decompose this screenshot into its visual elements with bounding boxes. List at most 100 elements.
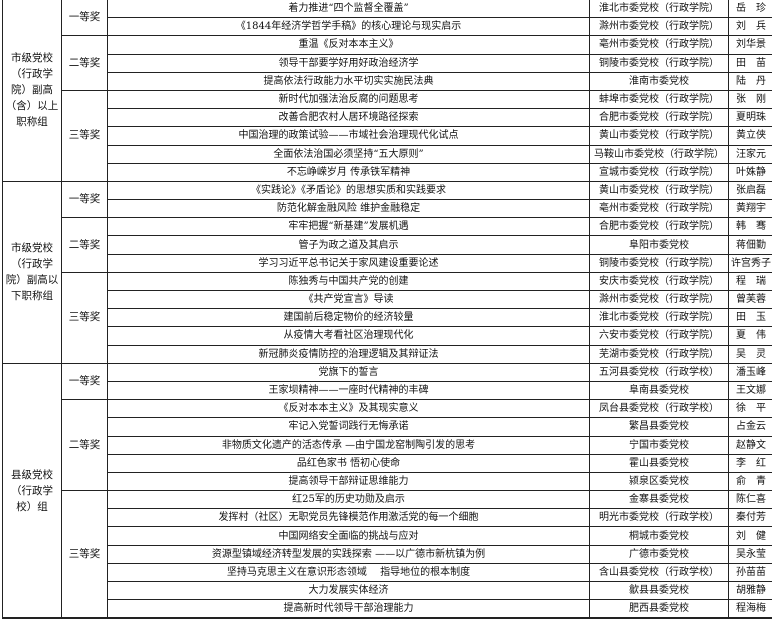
table-row: 领导干部要学好用好政治经济学 铜陵市委党校（行政学院）田 苗 [3,53,772,73]
paper-title: 中国网络安全面临的挑战与应对 [107,526,590,546]
paper-title: 非物质文化遗产的活态传承 —由宁国龙窑制陶引发的思考 [107,435,590,455]
paper-title: 提高新时代领导干部治理能力 [107,599,590,619]
school-name: 金寨县委党校 [589,490,729,510]
author-name: 孙苗苗 [728,562,772,583]
table-row: 二等奖 重温《反对本本主义》 亳州市委党校（行政学院） 刘华景 [3,35,772,91]
award-level: 一等奖 [61,180,108,219]
paper-title: 新冠肺炎疫情防控的治理逻辑及其辩证法 [107,344,590,364]
table-row: 中国网络安全面临的挑战与应对 桐城市委党校刘 健 [3,526,772,546]
table-row: 市级党校（行政学院）副高以下职称组 一等奖 《实践论》《矛盾论》的思想实质和实践要求… [2,180,772,364]
author-name: 刘 健 [728,526,772,546]
paper-title: 提高依法行政能力水平切实实施民法典 [107,71,590,91]
author-name: 韩 骞 [728,217,772,237]
author-name: 夏明珠 [728,108,772,128]
school-name: 颍泉区委党校 [589,471,729,492]
award-level: 二等奖 [61,35,108,91]
table-row: 三等奖 红25军的历史功勋及启示 金寨县委党校 陈仁喜 [3,490,772,619]
school-name: 淮北市委党校（行政学院） [589,0,729,19]
author-name: 张启磊 [728,180,772,201]
school-name: 五河县委党校（行政学校） [589,362,729,382]
table-row: 学习习近平总书记关于家风建设重要论述 铜陵市委党校（行政学院） 许宫秀子 [3,253,772,273]
school-name: 宁国市委党校 [589,435,729,455]
school-name: 芜湖市委党校（行政学院） [589,344,729,364]
author-name: 胡雅静 [728,580,772,601]
school-name: 肥西县委党校 [589,599,729,619]
award-level: 一等奖 [61,0,108,37]
paper-title: 重温《反对本本主义》 [107,35,590,55]
paper-title: 陈独秀与中国共产党的创建 [107,271,590,292]
school-name: 阜阳市委党校 [589,235,729,255]
author-name: 程海梅 [728,599,772,619]
award-level: 二等奖 [61,399,108,492]
paper-title: 《反对本本主义》及其现实意义 [107,399,590,419]
table-row: 牢记入党誓词践行无悔承诺 繁昌县委党校 占金云 [3,417,772,437]
author-name: 陆 丹 [728,71,772,91]
table-row: 防范化解金融风险 维护金融稳定 亳州市委党校（行政学院） 黄翔宇 [3,199,772,219]
school-name: 淮北市委党校（行政学院） [589,308,729,328]
table-row: 王家坝精神——一座时代精神的丰碑 阜南县委党校 王文娜 [3,380,772,401]
paper-title: 红25军的历史功勋及启示 [107,490,590,510]
table-row: 提高领导干部辩证思维能力 颍泉区委党校俞 青 [3,471,772,492]
school-name: 繁昌县委党校 [589,417,729,437]
author-name: 赵静文 [728,435,772,455]
author-name: 夏 伟 [728,326,772,346]
table-row: 全面依法治国必须坚持“五大原则” 马鞍山市委党校（行政学院） 汪家元 [3,144,772,164]
author-name: 黄立侠 [728,126,772,146]
paper-title: 品红色家书 悟初心使命 [107,453,590,473]
paper-title: 全面依法治国必须坚持“五大原则” [107,144,590,164]
table-row: 发挥村（社区）无职党员先锋模范作用激活党的每一个细胞 明光市委党校（行政学校） 秦付… [3,508,772,528]
school-name: 亳州市委党校（行政学院） [589,199,729,219]
author-name: 吴 灵 [728,344,772,364]
table-row: 建国前后稳定物价的经济较量 淮北市委党校（行政学院）田 玉 [3,308,772,328]
award-level: 三等奖 [61,490,108,619]
paper-title: 着力推进“四个监督全覆盖” [107,0,590,19]
paper-title: 大力发展实体经济 [107,580,590,601]
school-name: 淮南市委党校 [589,71,729,91]
author-name: 刘华景 [728,35,772,55]
table-row: 市级党校（行政学院）副高（含）以上职称组 一等奖 着力推进“四个监督全覆盖” 淮北市委… [2,0,772,182]
author-name: 徐 平 [728,399,772,419]
table-row: 三等奖 陈独秀与中国共产党的创建 安庆市委党校（行政学院）程 瑞 [3,271,772,364]
table-row: 三等奖 新时代加强法治反腐的问题思考 蚌埠市委党校（行政学院）张 刚 [3,89,772,182]
author-name: 岳 珍 [728,0,772,19]
table-row: 县级党校（行政学校）组 一等奖 党旗下的誓言 五河县委党校（行政学校） 潘玉峰 [2,362,772,619]
table-row: 品红色家书 悟初心使命 霍山县委党校李 红 [3,453,772,473]
paper-title: 领导干部要学好用好政治经济学 [107,53,590,73]
paper-title: 王家坝精神——一座时代精神的丰碑 [107,380,590,401]
paper-title: 从疫情大考看社区治理现代化 [107,326,590,346]
school-name: 滁州市委党校（行政学院） [589,289,729,310]
school-name: 宣城市委党校（行政学院） [589,162,729,182]
author-name: 俞 青 [728,471,772,492]
table-row: 非物质文化遗产的活态传承 —由宁国龙窑制陶引发的思考 宁国市委党校 赵静文 [3,435,772,455]
author-name: 蒋佃勤 [728,235,772,255]
author-name: 潘玉峰 [728,362,772,382]
award-level: 一等奖 [61,362,108,401]
author-name: 许宫秀子 [728,253,772,273]
school-name: 合肥市委党校（行政学院） [589,108,729,128]
school-name: 蚌埠市委党校（行政学院） [589,89,729,110]
author-name: 吴永莹 [728,544,772,564]
school-name: 黄山市委党校（行政学院） [589,180,729,201]
school-name: 凤台县委党校（行政学校） [589,399,729,419]
paper-title: 《实践论》《矛盾论》的思想实质和实践要求 [107,180,590,201]
table-row: 《1844年经济学哲学手稿》的核心理论与现实启示 滁州市委党校（行政学院）刘 兵 [3,17,772,37]
group-label: 县级党校（行政学校）组 [2,362,62,619]
school-name: 黄山市委党校（行政学院） [589,126,729,146]
paper-title: 《共产党宣言》导读 [107,289,590,310]
table-row: 从疫情大考看社区治理现代化 六安市委党校（行政学院）夏 伟 [3,326,772,346]
school-name: 马鞍山市委党校（行政学院） [589,144,729,164]
author-name: 王文娜 [728,380,772,401]
school-name: 广德市委党校 [589,544,729,564]
paper-title: 管子为政之道及其启示 [107,235,590,255]
group-label: 市级党校（行政学院）副高以下职称组 [2,180,62,364]
table-row: 管子为政之道及其启示 阜阳市委党校 蒋佃勤 [3,235,772,255]
paper-title: 党旗下的誓言 [107,362,590,382]
paper-title: 新时代加强法治反腐的问题思考 [107,89,590,110]
school-name: 合肥市委党校（行政学院） [589,217,729,237]
author-name: 陈仁喜 [728,490,772,510]
table-row: 不忘峥嵘岁月 传承铁军精神 宣城市委党校（行政学院） 叶姝静 [3,162,772,182]
paper-title: 防范化解金融风险 维护金融稳定 [107,199,590,219]
group-label: 市级党校（行政学院）副高（含）以上职称组 [2,0,62,182]
award-level: 二等奖 [61,217,108,273]
author-name: 汪家元 [728,144,772,164]
